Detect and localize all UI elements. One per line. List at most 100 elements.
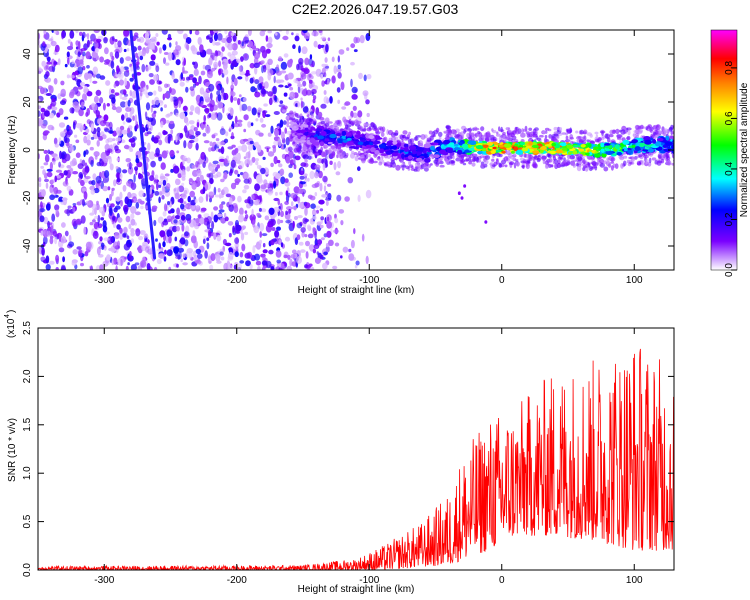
noise-speckle xyxy=(172,263,176,267)
noise-speckle xyxy=(119,92,123,100)
band-core-dot xyxy=(446,148,454,154)
noise-speckle xyxy=(174,236,178,242)
band-halo-dot xyxy=(553,133,559,137)
noise-speckle xyxy=(170,129,174,135)
band-core-dot xyxy=(289,121,295,125)
noise-speckle xyxy=(108,121,113,130)
noise-speckle xyxy=(177,247,184,253)
x-tick-label: 0 xyxy=(499,575,505,586)
band-halo-dot xyxy=(336,154,339,159)
noise-speckle xyxy=(168,235,172,244)
noise-speckle xyxy=(366,73,372,80)
noise-speckle xyxy=(158,100,163,104)
noise-speckle xyxy=(156,248,163,252)
band-core-dot xyxy=(411,149,417,155)
band-core-dot xyxy=(346,132,352,136)
noise-speckle xyxy=(235,230,240,234)
band-core-dot xyxy=(444,137,450,140)
noise-speckle xyxy=(320,216,325,221)
noise-speckle xyxy=(239,71,245,76)
noise-speckle xyxy=(46,61,52,65)
noise-speckle xyxy=(135,124,139,129)
noise-speckle xyxy=(131,90,137,99)
noise-speckle xyxy=(77,41,81,50)
noise-speckle xyxy=(134,114,138,123)
noise-speckle xyxy=(237,145,243,151)
noise-speckle xyxy=(116,157,120,162)
noise-speckle xyxy=(355,37,361,44)
noise-speckle xyxy=(219,203,224,210)
noise-speckle xyxy=(280,242,284,248)
band-halo-dot xyxy=(579,129,584,135)
noise-speckle xyxy=(268,249,274,255)
noise-speckle xyxy=(139,173,144,179)
noise-speckle xyxy=(155,238,158,242)
noise-speckle xyxy=(329,96,333,104)
noise-speckle xyxy=(192,61,196,65)
noise-speckle xyxy=(90,136,95,140)
snr-x-label: Height of straight line (km) xyxy=(298,584,415,595)
noise-speckle xyxy=(255,118,259,122)
band-halo-dot xyxy=(606,160,611,167)
noise-speckle xyxy=(259,231,263,238)
band-halo-dot xyxy=(629,161,633,165)
noise-speckle xyxy=(267,36,273,44)
noise-speckle xyxy=(182,66,185,74)
x-tick-label: -200 xyxy=(227,575,247,586)
noise-speckle xyxy=(252,219,256,228)
band-core-dot xyxy=(324,138,330,142)
noise-speckle xyxy=(77,177,82,183)
noise-speckle xyxy=(49,235,54,239)
noise-speckle xyxy=(86,65,90,69)
noise-speckle xyxy=(130,231,135,237)
band-halo-dot xyxy=(537,137,541,142)
noise-speckle xyxy=(353,228,356,235)
band-core-dot xyxy=(415,157,423,162)
band-halo-dot xyxy=(484,155,488,159)
band-halo-dot xyxy=(328,121,333,124)
noise-speckle xyxy=(168,210,172,214)
noise-speckle xyxy=(183,57,186,66)
noise-speckle xyxy=(167,135,171,144)
noise-speckle xyxy=(48,65,55,72)
noise-speckle xyxy=(221,46,225,52)
noise-speckle xyxy=(342,246,349,253)
noise-speckle xyxy=(148,151,156,160)
noise-speckle xyxy=(166,83,170,88)
noise-speckle xyxy=(286,130,292,135)
band-halo-dot xyxy=(496,133,501,137)
noise-speckle xyxy=(203,90,210,100)
band-halo-dot xyxy=(653,125,656,129)
noise-speckle xyxy=(275,32,278,36)
noise-speckle xyxy=(227,221,234,226)
band-halo-dot xyxy=(601,130,604,136)
noise-speckle xyxy=(167,201,170,206)
band-halo-dot xyxy=(402,130,408,135)
noise-speckle xyxy=(130,182,137,191)
noise-speckle xyxy=(216,164,220,169)
y-tick-label: 40 xyxy=(22,48,33,60)
band-halo-dot xyxy=(622,155,628,159)
noise-speckle xyxy=(240,56,244,62)
noise-speckle xyxy=(177,173,182,179)
noise-speckle xyxy=(299,249,306,253)
noise-speckle xyxy=(188,139,195,144)
band-halo-dot xyxy=(550,164,554,168)
noise-speckle xyxy=(320,254,324,260)
noise-speckle xyxy=(125,107,132,112)
noise-speckle xyxy=(250,86,256,93)
noise-speckle xyxy=(203,140,210,144)
noise-speckle xyxy=(108,247,114,252)
band-core-dot xyxy=(652,139,657,144)
noise-speckle xyxy=(150,54,156,61)
noise-speckle xyxy=(241,41,244,47)
noise-speckle xyxy=(175,41,178,46)
noise-speckle xyxy=(41,60,46,67)
band-core-dot xyxy=(561,147,568,151)
noise-speckle xyxy=(145,116,150,121)
noise-speckle xyxy=(147,91,153,96)
noise-speckle xyxy=(321,63,327,67)
noise-speckle xyxy=(199,174,204,182)
band-halo-dot xyxy=(320,120,325,124)
noise-speckle xyxy=(204,107,210,114)
